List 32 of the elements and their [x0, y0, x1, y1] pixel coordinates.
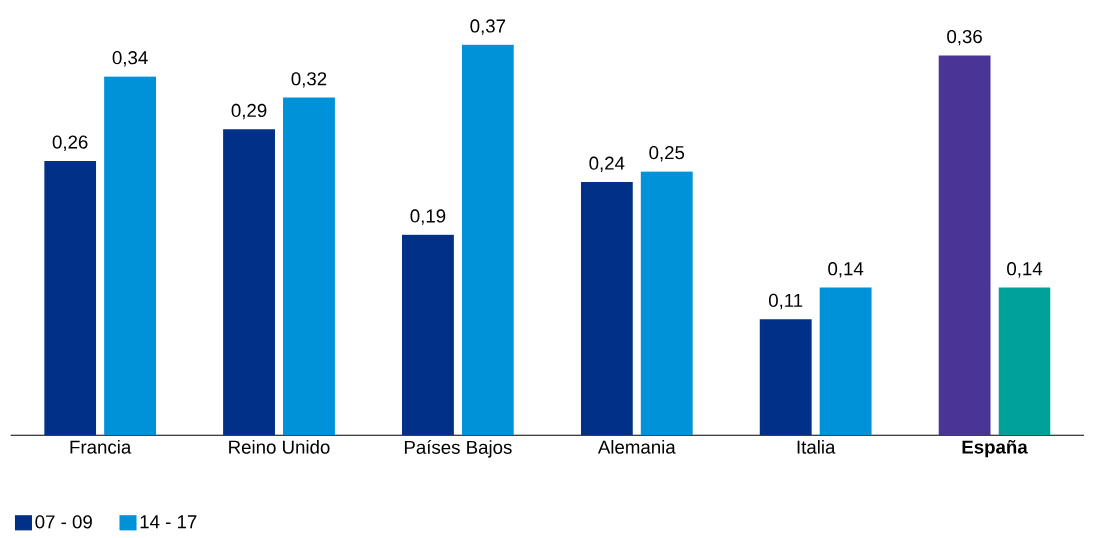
- legend-label: 07 - 09: [35, 515, 92, 529]
- bar: [998, 287, 1051, 436]
- data-label: 0,26: [52, 135, 88, 151]
- bar: [819, 287, 872, 436]
- data-label: 0,37: [470, 19, 506, 35]
- data-label: 0,24: [589, 156, 625, 172]
- data-label: 0,34: [112, 51, 148, 67]
- x-tick-label: Reino Unido: [229, 440, 330, 454]
- bar: [44, 160, 97, 436]
- data-label: 0,14: [1007, 262, 1043, 278]
- x-tick-label: Alemania: [597, 440, 676, 454]
- data-label: 0,19: [410, 209, 446, 225]
- data-label: 0,25: [649, 146, 685, 162]
- bar: [402, 234, 454, 436]
- x-tick-label: Italia: [797, 440, 836, 454]
- legend-label: 14 - 17: [140, 515, 197, 529]
- bar: [759, 319, 812, 436]
- bar: [938, 55, 991, 436]
- x-tick-label: Países Bajos: [404, 440, 512, 458]
- data-label: 0,14: [828, 262, 864, 278]
- bar: [580, 182, 633, 436]
- data-label: 0,29: [231, 103, 267, 120]
- bar: [104, 76, 157, 436]
- data-label: 0,36: [947, 29, 982, 46]
- bar: [461, 44, 514, 436]
- bar: [223, 129, 275, 436]
- x-tick-label: España: [962, 440, 1028, 458]
- data-label: 0,11: [768, 293, 803, 310]
- data-label: 0,32: [291, 72, 327, 88]
- bar: [283, 97, 335, 436]
- x-tick-label: Francia: [70, 440, 132, 454]
- bar: [640, 171, 693, 436]
